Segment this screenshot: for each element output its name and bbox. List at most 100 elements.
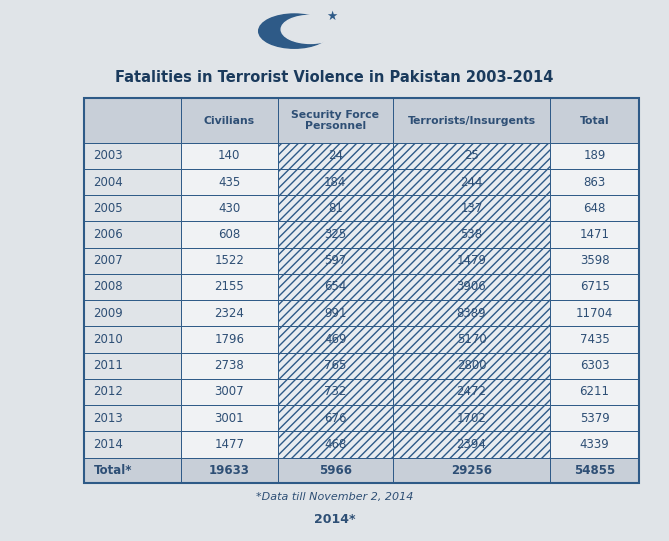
Bar (393, 379, 551, 405)
Bar (181, 195, 278, 221)
Text: 469: 469 (324, 333, 347, 346)
Text: 3598: 3598 (580, 254, 609, 267)
Text: 538: 538 (460, 228, 482, 241)
Bar (84, 326, 181, 353)
Text: 3906: 3906 (457, 280, 486, 294)
Bar (181, 274, 278, 300)
Bar (181, 353, 278, 379)
Bar (181, 300, 278, 326)
Text: 137: 137 (460, 202, 483, 215)
Text: 468: 468 (324, 438, 347, 451)
Text: 140: 140 (218, 149, 241, 162)
Text: 1479: 1479 (456, 254, 486, 267)
Text: 2008: 2008 (94, 280, 123, 294)
Text: 184: 184 (324, 175, 347, 188)
Text: 676: 676 (324, 412, 347, 425)
Bar (84, 379, 181, 405)
Text: 29256: 29256 (451, 464, 492, 477)
Bar (84, 300, 181, 326)
Text: 2472: 2472 (456, 386, 486, 399)
Text: 2800: 2800 (457, 359, 486, 372)
Bar (278, 300, 393, 326)
Text: 8389: 8389 (457, 307, 486, 320)
Text: 2014*: 2014* (314, 513, 355, 526)
Text: 2738: 2738 (215, 359, 244, 372)
Bar (551, 300, 639, 326)
Bar (551, 353, 639, 379)
Bar (278, 405, 393, 431)
Text: 732: 732 (324, 386, 347, 399)
Bar (181, 221, 278, 248)
Bar (278, 98, 393, 143)
Bar (551, 169, 639, 195)
Bar (181, 143, 278, 169)
Bar (181, 405, 278, 431)
Bar (278, 379, 393, 405)
Bar (393, 98, 551, 143)
Bar (393, 143, 551, 169)
Bar (551, 405, 639, 431)
Bar (278, 195, 393, 221)
Text: 608: 608 (218, 228, 240, 241)
Text: 54855: 54855 (574, 464, 615, 477)
Bar (84, 98, 181, 143)
Text: Fatalities in Terrorist Violence in Pakistan 2003-2014: Fatalities in Terrorist Violence in Paki… (115, 70, 554, 85)
Bar (393, 326, 551, 353)
Text: 5170: 5170 (457, 333, 486, 346)
Text: 7435: 7435 (580, 333, 609, 346)
Text: 5966: 5966 (319, 464, 352, 477)
Bar (181, 169, 278, 195)
Bar (84, 248, 181, 274)
Text: 11704: 11704 (576, 307, 613, 320)
Text: Total: Total (580, 116, 609, 126)
Text: 25: 25 (464, 149, 479, 162)
Bar (551, 379, 639, 405)
Text: 2009: 2009 (94, 307, 123, 320)
Bar (393, 248, 551, 274)
Bar (181, 458, 278, 483)
Text: 189: 189 (583, 149, 605, 162)
Bar (551, 221, 639, 248)
Bar (84, 405, 181, 431)
Bar (84, 353, 181, 379)
Text: 5379: 5379 (580, 412, 609, 425)
Text: 81: 81 (328, 202, 343, 215)
Text: Civilians: Civilians (204, 116, 255, 126)
Text: 6303: 6303 (580, 359, 609, 372)
Bar (551, 195, 639, 221)
Text: 24: 24 (328, 149, 343, 162)
Text: ★: ★ (326, 10, 337, 23)
Bar (393, 221, 551, 248)
Text: 2003: 2003 (94, 149, 123, 162)
Text: Total*: Total* (94, 464, 132, 477)
Text: 435: 435 (218, 175, 240, 188)
Bar (181, 431, 278, 458)
Text: 2010: 2010 (94, 333, 123, 346)
Text: Terrorists/Insurgents: Terrorists/Insurgents (407, 116, 536, 126)
Bar (551, 143, 639, 169)
Bar (84, 431, 181, 458)
Text: 2007: 2007 (94, 254, 123, 267)
Text: 2013: 2013 (94, 412, 123, 425)
Text: 1471: 1471 (579, 228, 609, 241)
Bar (551, 248, 639, 274)
Text: 2324: 2324 (214, 307, 244, 320)
Text: 3001: 3001 (215, 412, 244, 425)
Text: 1702: 1702 (456, 412, 486, 425)
Bar (181, 326, 278, 353)
Bar (393, 431, 551, 458)
Bar (278, 169, 393, 195)
Text: 6715: 6715 (579, 280, 609, 294)
Text: *Data till November 2, 2014: *Data till November 2, 2014 (256, 492, 413, 502)
Bar (278, 248, 393, 274)
Bar (393, 274, 551, 300)
Text: 6211: 6211 (579, 386, 609, 399)
Text: 244: 244 (460, 175, 483, 188)
Bar (84, 458, 181, 483)
Bar (551, 98, 639, 143)
Bar (181, 379, 278, 405)
Bar (84, 169, 181, 195)
Bar (278, 326, 393, 353)
Bar (393, 353, 551, 379)
Text: 325: 325 (324, 228, 347, 241)
